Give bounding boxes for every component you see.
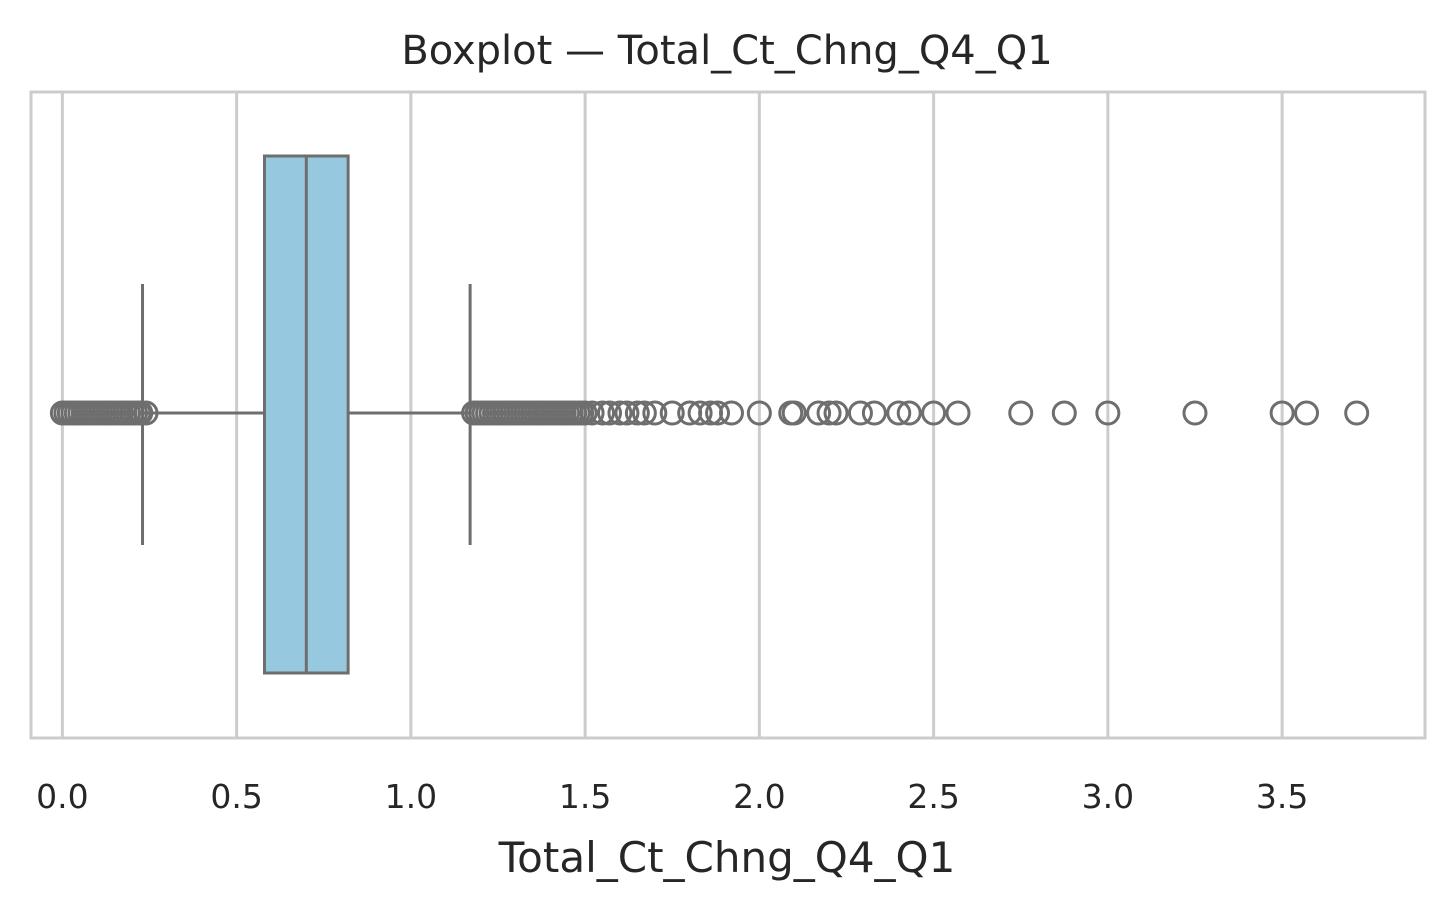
outlier-points — [49, 400, 1370, 426]
outlier-point — [781, 400, 807, 426]
outlier-point — [614, 400, 640, 426]
outlier-point — [607, 400, 633, 426]
outlier-point — [816, 400, 842, 426]
outlier-point — [861, 400, 887, 426]
x-tick-label: 2.0 — [733, 777, 785, 816]
outlier-point — [1095, 400, 1121, 426]
outlier-point — [631, 400, 657, 426]
outlier-point — [1294, 400, 1320, 426]
x-tick-label: 0.5 — [210, 777, 262, 816]
outlier-point — [1008, 400, 1034, 426]
outlier-point — [1182, 400, 1208, 426]
outlier-point — [597, 400, 623, 426]
outlier-point — [847, 400, 873, 426]
x-tick-label: 0.0 — [36, 777, 88, 816]
outlier-point — [624, 400, 650, 426]
outlier-point — [921, 400, 947, 426]
outlier-point — [718, 400, 744, 426]
x-tick-label: 3.0 — [1082, 777, 1134, 816]
outlier-point — [579, 400, 605, 426]
outlier-point — [1051, 400, 1077, 426]
outlier-point — [823, 400, 849, 426]
x-tick-label: 3.5 — [1256, 777, 1308, 816]
outlier-point — [659, 400, 685, 426]
outlier-point — [572, 400, 598, 426]
outlier-point — [1344, 400, 1370, 426]
outlier-point — [746, 400, 772, 426]
x-axis-label: Total_Ct_Chng_Q4_Q1 — [498, 833, 956, 882]
x-tick-label: 1.0 — [385, 777, 437, 816]
outlier-point — [642, 400, 668, 426]
x-tick-label: 2.5 — [907, 777, 959, 816]
outlier-point — [705, 400, 731, 426]
x-tick-labels: 0.0 0.5 1.0 1.5 2.0 2.5 3.0 3.5 — [36, 777, 1308, 816]
outlier-point — [590, 400, 616, 426]
outlier-point — [945, 400, 971, 426]
box-element — [141, 154, 472, 675]
outlier-point — [806, 400, 832, 426]
outlier-point — [1269, 400, 1295, 426]
chart-title: Boxplot — Total_Ct_Chng_Q4_Q1 — [401, 28, 1052, 74]
plot-frame — [29, 90, 1427, 740]
outlier-point — [896, 400, 922, 426]
outlier-point — [687, 400, 713, 426]
grid-lines — [60, 92, 1284, 738]
x-tick-label: 1.5 — [559, 777, 611, 816]
outlier-point — [886, 400, 912, 426]
outlier-point — [133, 400, 159, 426]
